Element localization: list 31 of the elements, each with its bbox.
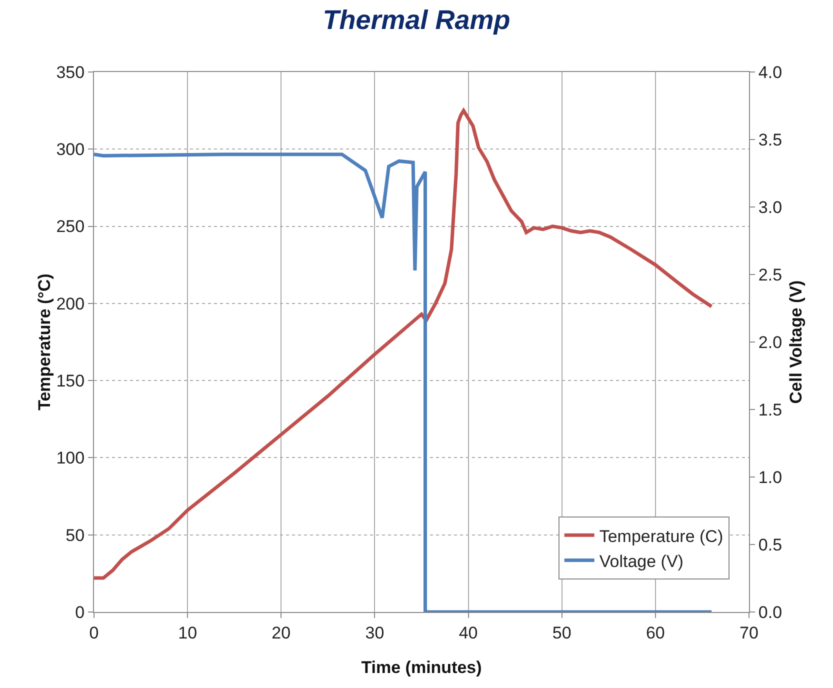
x-tick-label: 60 [646, 623, 665, 642]
y2-tick-label: 1.5 [758, 400, 782, 420]
y2-tick-label: 0.0 [758, 602, 782, 622]
x-tick-label: 50 [552, 623, 572, 642]
legend-label: Voltage (V) [599, 552, 684, 571]
chart-title: Thermal Ramp [322, 5, 510, 36]
y2-tick-label: 3.0 [758, 198, 782, 217]
y2-tick-label: 0.5 [758, 535, 782, 554]
x-tick-label: 10 [178, 623, 198, 642]
y2-tick-label: 3.5 [758, 130, 782, 150]
y-tick-label: 350 [56, 62, 85, 82]
y-tick-label: 100 [56, 448, 85, 468]
y-tick-label: 50 [66, 526, 85, 545]
y2-tick-label: 4.0 [758, 62, 782, 82]
y-tick-label: 200 [56, 294, 85, 314]
y2-tick-label: 1.0 [758, 468, 782, 487]
y-axis-title: Temperature (°C) [35, 274, 54, 410]
legend-label: Temperature (C) [599, 526, 724, 546]
y-tick-label: 0 [75, 602, 85, 622]
y-tick-label: 250 [56, 217, 85, 236]
x-axis-title: Time (minutes) [361, 658, 482, 677]
x-tick-label: 20 [272, 623, 291, 642]
x-tick-label: 70 [740, 623, 758, 642]
x-tick-label: 30 [365, 623, 384, 642]
x-tick-label: 40 [458, 623, 478, 642]
y-tick-label: 300 [56, 140, 85, 160]
y2-axis-title: Cell Voltage (V) [786, 280, 806, 404]
y2-tick-label: 2.5 [758, 265, 782, 284]
y-tick-label: 150 [56, 372, 85, 391]
y2-tick-label: 2.0 [758, 332, 782, 352]
x-tick-label: 0 [89, 623, 99, 642]
